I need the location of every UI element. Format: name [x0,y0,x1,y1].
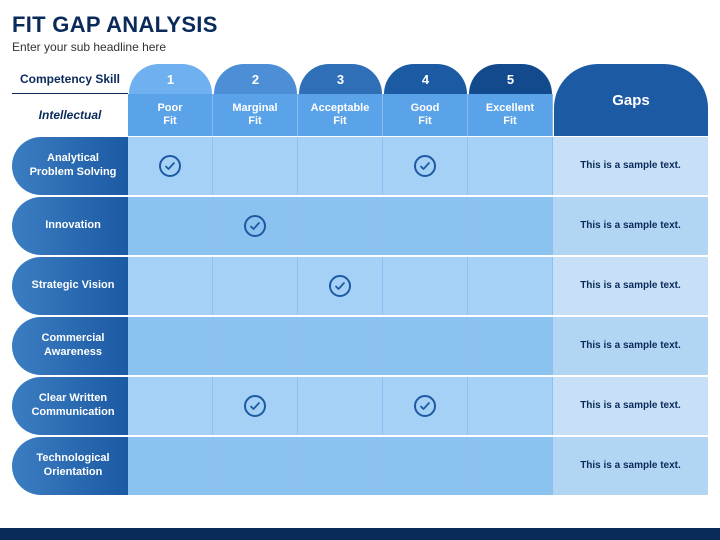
column-number-tab: 4 [384,64,467,94]
matrix-cell [298,377,383,435]
gaps-text: This is a sample text. [553,377,708,435]
check-icon [329,275,351,297]
row-label: Commercial Awareness [12,317,128,375]
page-title: FIT GAP ANALYSIS [12,12,708,38]
column-number-tab: 5 [469,64,552,94]
matrix-cell [128,317,213,375]
gaps-text: This is a sample text. [553,437,708,495]
matrix-cell [213,377,298,435]
fit-label: PoorFit [128,94,213,136]
footer-bar [0,528,720,540]
column-number-tab: 2 [214,64,297,94]
matrix-cell [128,137,213,195]
matrix-cell [298,137,383,195]
matrix-cell [213,197,298,255]
gaps-header: Gaps [554,64,708,136]
matrix-cell [468,317,553,375]
matrix-cell [298,197,383,255]
matrix-cell [383,377,468,435]
intellectual-label: Intellectual [12,94,128,136]
matrix-cell [128,437,213,495]
competency-label: Competency Skill [12,64,128,94]
matrix-cell [128,257,213,315]
matrix-cell [213,317,298,375]
gaps-text: This is a sample text. [553,137,708,195]
subtitle: Enter your sub headline here [12,40,708,54]
row-label: Innovation [12,197,128,255]
matrix-cell [468,437,553,495]
check-icon [244,395,266,417]
matrix-cell [128,377,213,435]
matrix-cell [383,197,468,255]
matrix-cell [213,437,298,495]
gaps-text: This is a sample text. [553,317,708,375]
matrix-cell [128,197,213,255]
check-icon [244,215,266,237]
check-icon [159,155,181,177]
matrix-cell [298,257,383,315]
fit-label: AcceptableFit [298,94,383,136]
fit-label: MarginalFit [213,94,298,136]
fit-gap-grid: Competency Skill12345Gaps IntellectualPoo… [12,64,708,496]
fit-label: ExcellentFit [468,94,553,136]
row-label: Analytical Problem Solving [12,137,128,195]
matrix-cell [383,317,468,375]
matrix-cell [383,257,468,315]
row-label: Strategic Vision [12,257,128,315]
matrix-cell [298,317,383,375]
matrix-cell [383,437,468,495]
column-number-tab: 3 [299,64,382,94]
check-icon [414,395,436,417]
matrix-cell [213,257,298,315]
matrix-cell [468,197,553,255]
gaps-text: This is a sample text. [553,257,708,315]
row-label: Technological Orientation [12,437,128,495]
matrix-cell [468,377,553,435]
matrix-cell [468,137,553,195]
fit-label: GoodFit [383,94,468,136]
row-label: Clear Written Communication [12,377,128,435]
matrix-cell [298,437,383,495]
matrix-cell [468,257,553,315]
matrix-cell [213,137,298,195]
column-number-tab: 1 [129,64,212,94]
check-icon [414,155,436,177]
gaps-text: This is a sample text. [553,197,708,255]
matrix-cell [383,137,468,195]
